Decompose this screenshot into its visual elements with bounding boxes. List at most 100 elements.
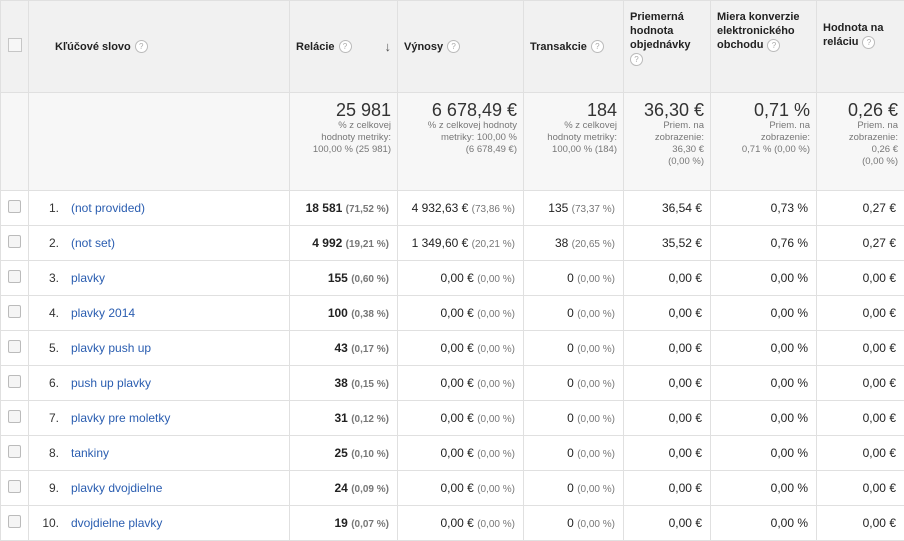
row-checkbox[interactable] bbox=[8, 445, 21, 458]
total-note: % z celkovej hodnoty bbox=[402, 120, 517, 132]
transactions-cell: 0 (0,00 %) bbox=[524, 436, 624, 471]
revenue-percent: (73,86 %) bbox=[472, 204, 515, 215]
total-note: (6 678,49 €) bbox=[402, 144, 517, 156]
column-header-revenue[interactable]: Výnosy? bbox=[398, 1, 524, 93]
sessions-cell: 24 (0,09 %) bbox=[290, 471, 398, 506]
row-checkbox-cell[interactable] bbox=[1, 471, 29, 506]
column-header-transactions[interactable]: Transakcie? bbox=[524, 1, 624, 93]
aov-value: 0,00 € bbox=[669, 411, 702, 425]
row-checkbox-cell[interactable] bbox=[1, 261, 29, 296]
help-icon[interactable]: ? bbox=[767, 39, 780, 52]
keyword-link[interactable]: plavky pre moletky bbox=[71, 411, 170, 425]
select-all-checkbox[interactable] bbox=[1, 1, 29, 93]
row-checkbox[interactable] bbox=[8, 270, 21, 283]
row-checkbox-cell[interactable] bbox=[1, 436, 29, 471]
keyword-link[interactable]: tankiny bbox=[71, 446, 109, 460]
keyword-link[interactable]: (not provided) bbox=[71, 201, 145, 215]
conversion-cell: 0,00 % bbox=[711, 261, 817, 296]
keyword-link[interactable]: plavky dvojdielne bbox=[71, 481, 162, 495]
total-note: metriky: 100,00 % bbox=[402, 132, 517, 144]
keyword-cell: 8.tankiny bbox=[29, 436, 290, 471]
row-index: 5. bbox=[29, 341, 71, 355]
row-checkbox[interactable] bbox=[8, 340, 21, 353]
transactions-cell: 0 (0,00 %) bbox=[524, 471, 624, 506]
help-icon[interactable]: ? bbox=[135, 40, 148, 53]
revenue-percent: (0,00 %) bbox=[477, 414, 515, 425]
sessions-cell: 4 992 (19,21 %) bbox=[290, 226, 398, 261]
totals-spacer bbox=[29, 93, 290, 191]
row-checkbox-cell[interactable] bbox=[1, 191, 29, 226]
revenue-value: 1 349,60 € bbox=[412, 236, 469, 250]
row-checkbox[interactable] bbox=[8, 305, 21, 318]
keyword-link[interactable]: plavky bbox=[71, 271, 105, 285]
conversion-value: 0,00 % bbox=[771, 516, 808, 530]
transactions-value: 0 bbox=[567, 306, 574, 320]
transactions-value: 0 bbox=[567, 481, 574, 495]
row-checkbox-cell[interactable] bbox=[1, 331, 29, 366]
aov-cell: 35,52 € bbox=[624, 226, 711, 261]
sessions-cell: 38 (0,15 %) bbox=[290, 366, 398, 401]
row-checkbox-cell[interactable] bbox=[1, 226, 29, 261]
total-note: 100,00 % (184) bbox=[528, 144, 617, 156]
revenue-cell: 0,00 € (0,00 %) bbox=[398, 471, 524, 506]
revenue-percent: (0,00 %) bbox=[477, 274, 515, 285]
transactions-cell: 0 (0,00 %) bbox=[524, 331, 624, 366]
keyword-link[interactable]: (not set) bbox=[71, 236, 115, 250]
keyword-link[interactable]: push up plavky bbox=[71, 376, 151, 390]
help-icon[interactable]: ? bbox=[339, 40, 352, 53]
conversion-value: 0,00 % bbox=[771, 271, 808, 285]
sessions-cell: 100 (0,38 %) bbox=[290, 296, 398, 331]
transactions-cell: 0 (0,00 %) bbox=[524, 401, 624, 436]
help-icon[interactable]: ? bbox=[447, 40, 460, 53]
per-session-cell: 0,00 € bbox=[817, 261, 904, 296]
row-checkbox[interactable] bbox=[8, 410, 21, 423]
aov-cell: 0,00 € bbox=[624, 331, 711, 366]
row-checkbox[interactable] bbox=[8, 200, 21, 213]
keyword-link[interactable]: plavky 2014 bbox=[71, 306, 135, 320]
select-all-box[interactable] bbox=[8, 38, 22, 52]
row-checkbox-cell[interactable] bbox=[1, 401, 29, 436]
sort-descending-icon[interactable]: ↓ bbox=[385, 40, 392, 54]
aov-cell: 0,00 € bbox=[624, 261, 711, 296]
row-checkbox-cell[interactable] bbox=[1, 506, 29, 541]
column-header-conversion[interactable]: Miera konverzie elektronického obchodu? bbox=[711, 1, 817, 93]
row-checkbox[interactable] bbox=[8, 480, 21, 493]
keyword-link[interactable]: plavky push up bbox=[71, 341, 151, 355]
sessions-value: 155 bbox=[328, 271, 348, 285]
transactions-value: 0 bbox=[567, 516, 574, 530]
row-checkbox-cell[interactable] bbox=[1, 366, 29, 401]
sessions-value: 43 bbox=[335, 341, 348, 355]
keyword-link[interactable]: dvojdielne plavky bbox=[71, 516, 162, 530]
per-session-cell: 0,00 € bbox=[817, 296, 904, 331]
row-index: 1. bbox=[29, 201, 71, 215]
total-note: 36,30 € bbox=[628, 144, 704, 156]
column-header-sessions[interactable]: Relácie?↓ bbox=[290, 1, 398, 93]
per-session-value: 0,00 € bbox=[863, 271, 896, 285]
help-icon[interactable]: ? bbox=[630, 53, 643, 66]
aov-value: 36,54 € bbox=[662, 201, 702, 215]
sessions-cell: 31 (0,12 %) bbox=[290, 401, 398, 436]
column-header-per-session[interactable]: Hodnota na reláciu? bbox=[817, 1, 904, 93]
keyword-cell: 3.plavky bbox=[29, 261, 290, 296]
column-header-aov[interactable]: Priemerná hodnota objednávky? bbox=[624, 1, 711, 93]
row-checkbox[interactable] bbox=[8, 375, 21, 388]
keyword-cell: 10.dvojdielne plavky bbox=[29, 506, 290, 541]
row-checkbox[interactable] bbox=[8, 235, 21, 248]
total-note: hodnoty metriky: bbox=[528, 132, 617, 144]
revenue-value: 0,00 € bbox=[440, 376, 473, 390]
column-header-keyword[interactable]: Kľúčové slovo? bbox=[29, 1, 290, 93]
row-checkbox-cell[interactable] bbox=[1, 296, 29, 331]
transactions-value: 0 bbox=[567, 411, 574, 425]
help-icon[interactable]: ? bbox=[862, 36, 875, 49]
sessions-value: 25 bbox=[335, 446, 348, 460]
aov-cell: 0,00 € bbox=[624, 296, 711, 331]
per-session-cell: 0,00 € bbox=[817, 506, 904, 541]
help-icon[interactable]: ? bbox=[591, 40, 604, 53]
per-session-cell: 0,00 € bbox=[817, 436, 904, 471]
transactions-header-label: Transakcie bbox=[530, 41, 587, 53]
transactions-value: 0 bbox=[567, 271, 574, 285]
